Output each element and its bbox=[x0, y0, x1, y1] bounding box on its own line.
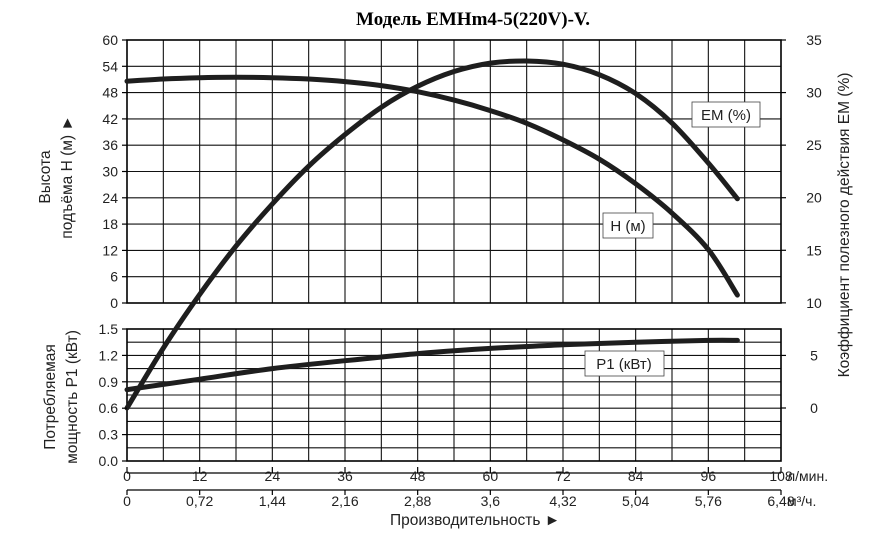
h-label-box bbox=[602, 212, 654, 239]
head-tick-label: 54 bbox=[102, 58, 118, 74]
axis-titles: Высота подъёма H (м) ► Потребляемая мощн… bbox=[37, 73, 853, 529]
head-tick-label: 30 bbox=[102, 164, 118, 180]
x-tick-label-m3h: 0,72 bbox=[186, 493, 213, 509]
x-tick-label-lpm: 36 bbox=[337, 468, 353, 484]
efficiency-tick-label: 25 bbox=[806, 137, 822, 153]
head-tick-label: 18 bbox=[102, 216, 118, 232]
efficiency-tick-label: 30 bbox=[806, 85, 822, 101]
x-axis-title: Производительность ► bbox=[390, 512, 560, 529]
power-tick-label: 0.3 bbox=[99, 427, 119, 443]
power-axis-title-line1: Потребляемая bbox=[42, 344, 59, 450]
head-curve bbox=[124, 74, 740, 298]
power-tick-label: 0.0 bbox=[99, 453, 119, 469]
head-axis-title-line2: подъёма H (м) ► bbox=[59, 115, 76, 238]
x-tick-label-lpm: 0 bbox=[123, 468, 131, 484]
x-tick-label-lpm: 24 bbox=[265, 468, 281, 484]
em-label-box bbox=[691, 101, 761, 128]
power-tick-label: 1.5 bbox=[99, 321, 119, 337]
x-tick-label-lpm: 12 bbox=[192, 468, 208, 484]
efficiency-tick-label: 35 bbox=[806, 32, 822, 48]
x-tick-label-m3h: 6,48 bbox=[767, 493, 794, 509]
x-tick-label-lpm: 60 bbox=[483, 468, 499, 484]
head-tick-label: 60 bbox=[102, 32, 118, 48]
efficiency-tick-label: 0 bbox=[810, 400, 818, 416]
head-tick-label: 42 bbox=[102, 111, 118, 127]
x-tick-label-m3h: 1,44 bbox=[259, 493, 286, 509]
power-tick-label: 0.6 bbox=[99, 400, 119, 416]
x-unit-m3h: м³/ч. bbox=[787, 493, 816, 509]
x-tick-label-m3h: 5,76 bbox=[695, 493, 722, 509]
power-curve bbox=[124, 337, 740, 393]
power-panel-border bbox=[126, 328, 782, 462]
head-axis-title-line1: Высота bbox=[37, 150, 54, 204]
efficiency-tick-label: 10 bbox=[806, 295, 822, 311]
head-tick-label: 0 bbox=[110, 295, 118, 311]
p1-label-box bbox=[584, 350, 665, 377]
x-tick-label-lpm: 108 bbox=[769, 468, 793, 484]
x-tick-label-m3h: 3,6 bbox=[481, 493, 501, 509]
em-curve-label: EM (%) bbox=[701, 107, 751, 124]
h-curve-label: H (м) bbox=[610, 218, 645, 235]
power-axis-title-line2: мощность P1 (кВт) bbox=[64, 330, 81, 464]
tick-labels: 0 6 12 18 24 30 36 42 48 54 60 0.0 0.3 0.6 0.9 1.2 1.5 0 5… bbox=[99, 32, 829, 509]
efficiency-axis-title: Коэффициент полезного действия EM (%) bbox=[836, 73, 853, 378]
x-tick-label-lpm: 72 bbox=[555, 468, 571, 484]
power-tick-label: 0.9 bbox=[99, 374, 119, 390]
efficiency-tick-label: 15 bbox=[806, 242, 822, 258]
head-tick-label: 48 bbox=[102, 85, 118, 101]
head-tick-label: 12 bbox=[102, 242, 118, 258]
efficiency-tick-label: 5 bbox=[810, 347, 818, 363]
power-tick-label: 1.2 bbox=[99, 347, 119, 363]
x-tick-label-m3h: 0 bbox=[123, 493, 131, 509]
x-tick-label-m3h: 4,32 bbox=[549, 493, 576, 509]
head-tick-label: 36 bbox=[102, 137, 118, 153]
x-tick-label-lpm: 48 bbox=[410, 468, 426, 484]
p1-curve-label: P1 (кВт) bbox=[596, 356, 651, 373]
curve-labels: EM (%) H (м) P1 (кВт) bbox=[584, 101, 761, 377]
x-unit-lpm: л/мин. bbox=[787, 468, 828, 484]
chart-title: Модель EMHm4-5(220V)-V. bbox=[356, 9, 590, 30]
x-tick-label-m3h: 2,88 bbox=[404, 493, 431, 509]
grid bbox=[127, 40, 781, 461]
head-tick-label: 6 bbox=[110, 269, 118, 285]
x-tick-label-lpm: 84 bbox=[628, 468, 644, 484]
curves bbox=[124, 58, 740, 411]
x-tick-label-lpm: 96 bbox=[701, 468, 717, 484]
efficiency-curve bbox=[124, 58, 740, 411]
efficiency-tick-label: 20 bbox=[806, 190, 822, 206]
head-tick-label: 24 bbox=[102, 190, 118, 206]
x-tick-label-m3h: 5,04 bbox=[622, 493, 649, 509]
x-tick-label-m3h: 2,16 bbox=[331, 493, 358, 509]
